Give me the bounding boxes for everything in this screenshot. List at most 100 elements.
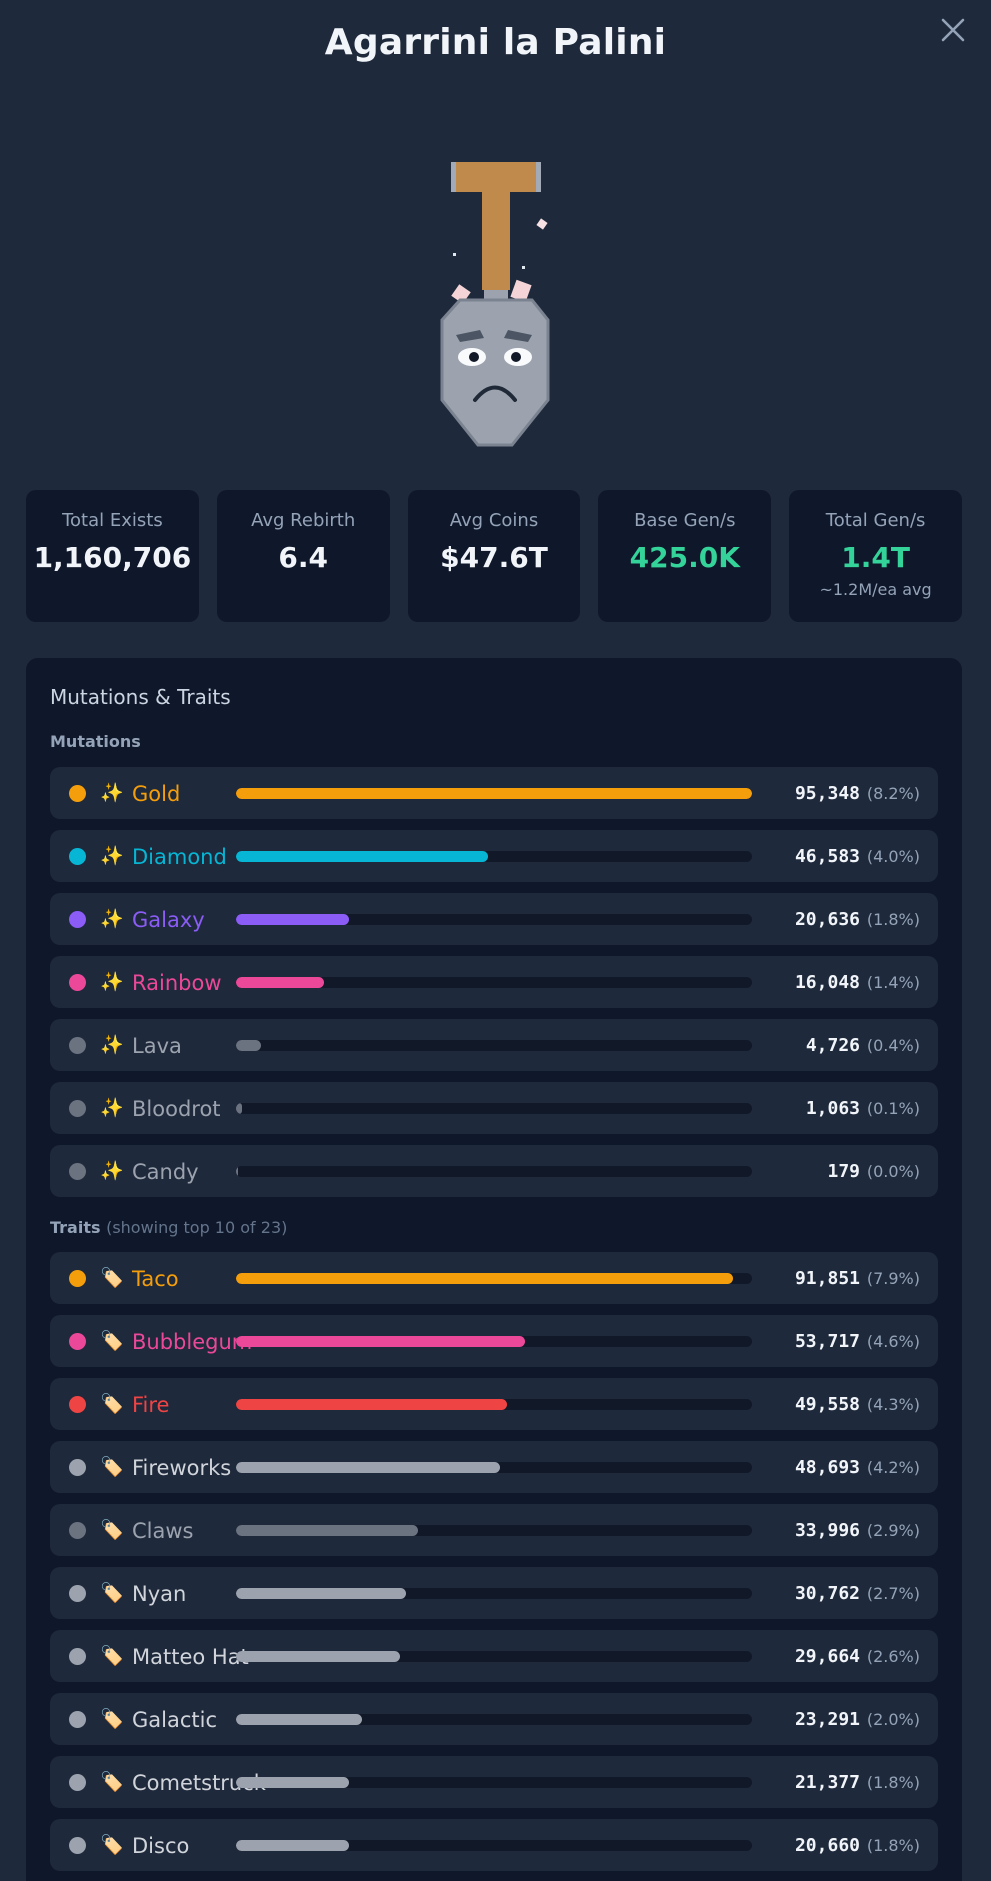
- progress-fill: [236, 1525, 419, 1536]
- trait-row[interactable]: 🏷️ Disco 20,660 (1.8%): [50, 1819, 938, 1871]
- progress-fill: [236, 1336, 526, 1347]
- trait-row[interactable]: 🏷️ Fire 49,558 (4.3%): [50, 1378, 938, 1430]
- progress-track: [236, 1588, 752, 1599]
- stat-card-total-exists: Total Exists 1,160,706: [26, 490, 199, 622]
- percent-value: (1.8%): [866, 1836, 920, 1855]
- trait-row[interactable]: 🏷️ Bubblegum 53,717 (4.6%): [50, 1315, 938, 1367]
- sparkles-icon: ✨: [100, 971, 124, 993]
- trait-row[interactable]: 🏷️ Fireworks 48,693 (4.2%): [50, 1441, 938, 1493]
- stat-card-avg-coins: Avg Coins $47.6T: [407, 490, 581, 622]
- progress-fill: [236, 1040, 262, 1051]
- progress-track: [236, 851, 752, 862]
- close-icon: [941, 18, 965, 42]
- mutation-row[interactable]: ✨ Lava 4,726 (0.4%): [50, 1019, 938, 1071]
- progress-track: [236, 914, 752, 925]
- count-value: 91,851: [794, 1268, 860, 1289]
- trait-row[interactable]: 🏷️ Cometstruck 21,377 (1.8%): [50, 1756, 938, 1808]
- progress-fill: [236, 851, 488, 862]
- percent-value: (1.8%): [866, 1773, 920, 1792]
- count-value: 21,377: [794, 1772, 860, 1793]
- trait-row-label: Taco: [132, 1267, 179, 1291]
- mutation-row[interactable]: ✨ Gold 95,348 (8.2%): [50, 767, 938, 819]
- mutation-row[interactable]: ✨ Rainbow 16,048 (1.4%): [50, 956, 938, 1008]
- stat-label: Base Gen/s: [634, 510, 736, 531]
- progress-fill: [236, 1399, 507, 1410]
- count-value: 33,996: [794, 1520, 860, 1541]
- color-dot: [69, 1037, 86, 1054]
- stat-card-avg-rebirth: Avg Rebirth 6.4: [216, 490, 390, 622]
- traits-heading-note: (showing top 10 of 23): [106, 1218, 288, 1237]
- progress-track: [236, 1525, 752, 1536]
- trait-row-label: Claws: [132, 1519, 194, 1543]
- stat-value: 1,160,706: [33, 541, 192, 574]
- trait-row[interactable]: 🏷️ Matteo Hat 29,664 (2.6%): [50, 1630, 938, 1682]
- progress-fill: [236, 1714, 362, 1725]
- mutation-row[interactable]: ✨ Candy 179 (0.0%): [50, 1145, 938, 1197]
- count-value: 23,291: [794, 1709, 860, 1730]
- mutation-row-label: Bloodrot: [132, 1097, 221, 1121]
- color-dot: [69, 1837, 86, 1854]
- count-value: 16,048: [794, 972, 860, 993]
- tag-icon: 🏷️: [100, 1645, 124, 1667]
- trait-row[interactable]: 🏷️ Nyan 30,762 (2.7%): [50, 1567, 938, 1619]
- percent-value: (7.9%): [866, 1269, 920, 1288]
- trait-row[interactable]: 🏷️ Taco 91,851 (7.9%): [50, 1252, 938, 1304]
- sparkles-icon: ✨: [100, 782, 124, 804]
- percent-value: (4.6%): [866, 1332, 920, 1351]
- sparkles-icon: ✨: [100, 845, 124, 867]
- color-dot: [69, 848, 86, 865]
- sparkles-icon: ✨: [100, 1160, 124, 1182]
- trait-row[interactable]: 🏷️ Galactic 23,291 (2.0%): [50, 1693, 938, 1745]
- mutation-row-label: Gold: [132, 782, 181, 806]
- trait-row-label: Fireworks: [132, 1456, 232, 1480]
- count-value: 48,693: [794, 1457, 860, 1478]
- color-dot: [69, 911, 86, 928]
- stat-subtext: ~1.2M/ea avg: [819, 580, 932, 599]
- progress-fill: [236, 1166, 238, 1177]
- percent-value: (8.2%): [866, 784, 920, 803]
- color-dot: [69, 1333, 86, 1350]
- mutation-row[interactable]: ✨ Galaxy 20,636 (1.8%): [50, 893, 938, 945]
- sparkles-icon: ✨: [100, 908, 124, 930]
- progress-fill: [236, 914, 350, 925]
- count-value: 49,558: [794, 1394, 860, 1415]
- stat-label: Avg Coins: [449, 510, 539, 531]
- trait-row[interactable]: 🏷️ Claws 33,996 (2.9%): [50, 1504, 938, 1556]
- count-value: 29,664: [794, 1646, 860, 1667]
- tag-icon: 🏷️: [100, 1708, 124, 1730]
- percent-value: (0.4%): [866, 1036, 920, 1055]
- stats-row: Total Exists 1,160,706 Avg Rebirth 6.4 A…: [26, 490, 962, 622]
- color-dot: [69, 1100, 86, 1117]
- progress-track: [236, 1714, 752, 1725]
- stat-label: Avg Rebirth: [251, 510, 356, 531]
- percent-value: (0.1%): [866, 1099, 920, 1118]
- stat-value: $47.6T: [440, 541, 548, 574]
- mutation-row[interactable]: ✨ Bloodrot 1,063 (0.1%): [50, 1082, 938, 1134]
- tag-icon: 🏷️: [100, 1267, 124, 1289]
- progress-fill: [236, 1651, 400, 1662]
- progress-fill: [236, 1840, 350, 1851]
- sparkles-icon: ✨: [100, 1097, 124, 1119]
- traits-heading-label: Traits: [50, 1218, 101, 1237]
- close-button[interactable]: [935, 12, 971, 48]
- trait-row-label: Disco: [132, 1834, 190, 1858]
- mutations-heading: Mutations: [50, 732, 141, 751]
- stat-value: 425.0K: [629, 541, 740, 574]
- count-value: 53,717: [794, 1331, 860, 1352]
- stat-card-total-gen: Total Gen/s 1.4T ~1.2M/ea avg: [789, 490, 962, 622]
- progress-track: [236, 1651, 752, 1662]
- stat-value: 1.4T: [841, 541, 910, 574]
- progress-track: [236, 1399, 752, 1410]
- color-dot: [69, 1774, 86, 1791]
- count-value: 4,726: [805, 1035, 860, 1056]
- count-value: 30,762: [794, 1583, 860, 1604]
- mutation-row[interactable]: ✨ Diamond 46,583 (4.0%): [50, 830, 938, 882]
- tag-icon: 🏷️: [100, 1771, 124, 1793]
- progress-fill: [236, 1103, 243, 1114]
- stat-value: 6.4: [278, 541, 328, 574]
- page-title: Agarrini la Palini: [324, 22, 667, 63]
- count-value: 95,348: [794, 783, 860, 804]
- color-dot: [69, 974, 86, 991]
- color-dot: [69, 1648, 86, 1665]
- trait-row-label: Matteo Hat: [132, 1645, 249, 1669]
